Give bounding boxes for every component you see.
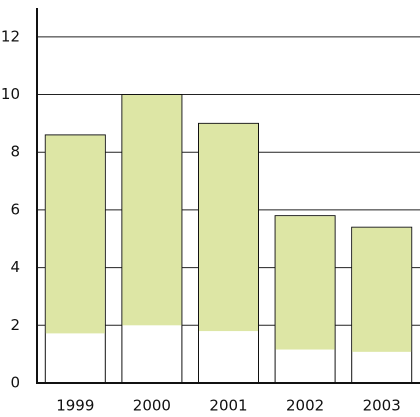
x-tick-label: 2001 (209, 397, 247, 415)
y-tick-label: 10 (1, 85, 20, 103)
y-tick-label: 12 (1, 27, 20, 45)
bar-fill (122, 95, 182, 326)
x-tick-label: 1999 (56, 397, 94, 415)
x-tick-label: 2002 (286, 397, 324, 415)
bar-fill (275, 216, 335, 350)
y-tick-label: 6 (10, 200, 20, 218)
x-tick-label: 2000 (133, 397, 171, 415)
x-tick-label: 2003 (363, 397, 401, 415)
y-tick-label: 8 (10, 143, 20, 161)
y-tick-label: 4 (10, 258, 20, 276)
y-tick-label: 2 (10, 316, 20, 334)
bar-fill (352, 227, 412, 352)
bar-fill (45, 135, 105, 334)
y-tick-label: 0 (10, 374, 20, 392)
bar-fill (199, 123, 258, 332)
